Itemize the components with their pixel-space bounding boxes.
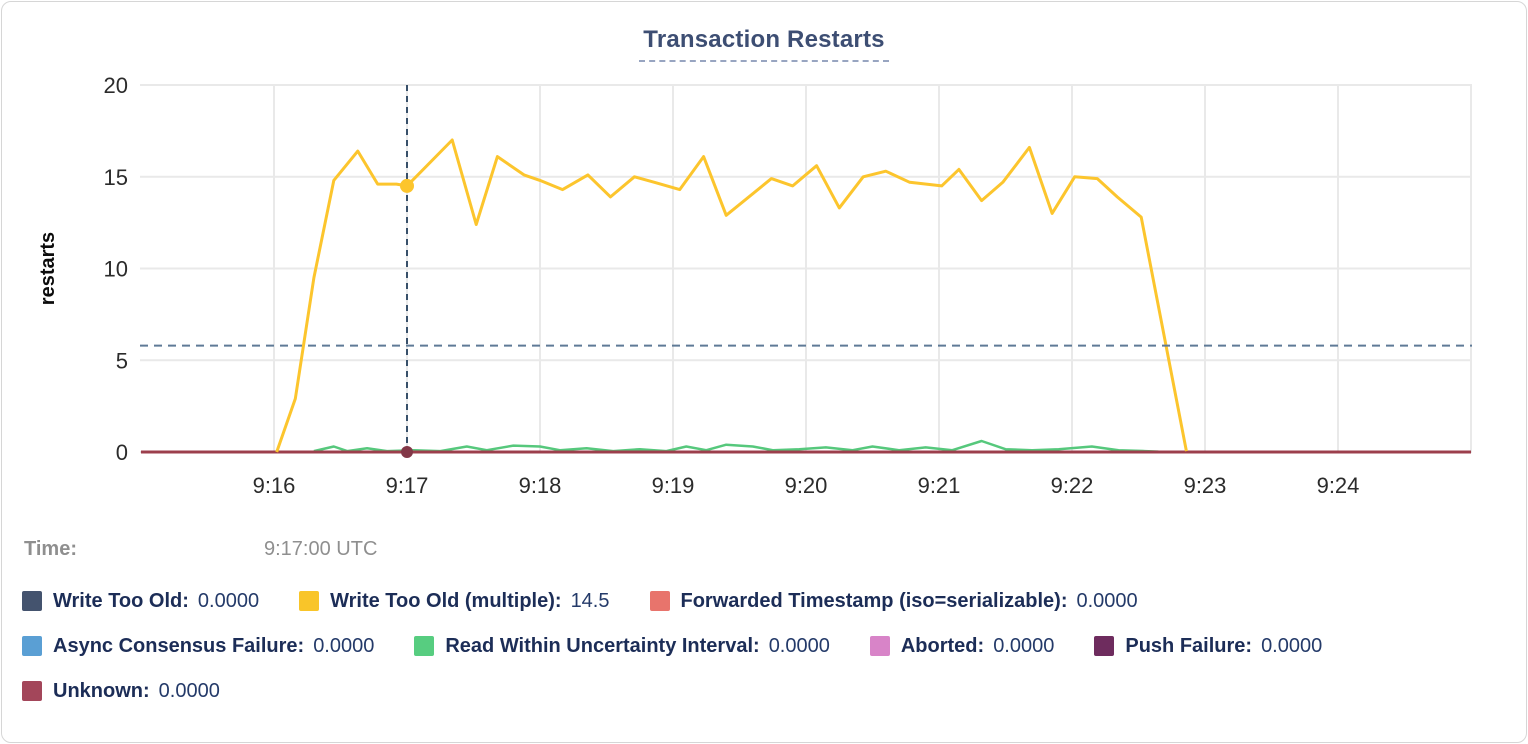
legend-item: Push Failure: 0.0000 (1094, 635, 1322, 658)
y-axis-tick-label: 10 (104, 257, 128, 282)
legend-label: Write Too Old (multiple): (330, 589, 562, 612)
time-value: 9:17:00 UTC (264, 538, 378, 560)
legend-swatch-icon (869, 636, 890, 656)
y-axis-label: restarts (37, 232, 59, 305)
legend-value: 0.0000 (313, 634, 375, 657)
legend-swatch-icon (649, 591, 670, 611)
legend-item: Write Too Old: 0.0000 (22, 590, 259, 613)
legend-value: 0.0000 (158, 679, 220, 702)
x-axis-tick-label: 9:23 (1184, 473, 1227, 498)
legend-item: Write Too Old (multiple): 14.5 (299, 589, 610, 613)
legend-label: Read Within Uncertainty Interval: (445, 634, 760, 657)
x-axis-tick-label: 9:21 (918, 473, 961, 498)
legend-label: Write Too Old: (53, 589, 189, 612)
highlight-dot-unknown (401, 446, 413, 458)
legend-item: Aborted: 0.0000 (869, 634, 1055, 658)
legend-label: Unknown: (53, 679, 150, 702)
legend: Write Too Old: 0.0000 Write Too Old (multi… (22, 590, 1510, 725)
legend-value: 14.5 (570, 589, 610, 612)
legend-item: Read Within Uncertainty Interval: 0.0000 (414, 635, 830, 658)
legend-swatch-icon (414, 636, 435, 656)
legend-value: 0.0000 (993, 634, 1055, 657)
legend-swatch-icon (22, 681, 42, 701)
legend-label: Aborted: (900, 634, 985, 657)
time-label: Time: (24, 538, 77, 560)
legend-item: Async Consensus Failure: 0.0000 (22, 635, 374, 658)
legend-swatch-icon (1094, 636, 1115, 656)
legend-label: Forwarded Timestamp (iso=serializable): (680, 589, 1068, 612)
x-axis-tick-label: 9:16 (253, 473, 296, 498)
legend-value: 0.0000 (197, 589, 260, 612)
x-axis-tick-label: 9:24 (1317, 473, 1360, 498)
chart-title-wrap: Transaction Restarts (2, 26, 1526, 62)
time-row: Time: 9:17:00 UTC (24, 538, 377, 561)
y-axis-tick-label: 15 (104, 165, 128, 190)
transaction-restarts-chart[interactable]: 0 5 10 15 20 9:16 9:17 9:18 9:19 9:20 9:21 9:22 9:23… (2, 2, 1527, 522)
chart-title[interactable]: Transaction Restarts (639, 26, 889, 62)
y-axis-tick-label: 20 (104, 73, 128, 98)
legend-item: Forwarded Timestamp (iso=serializable): 0… (649, 589, 1138, 613)
legend-value: 0.0000 (1076, 589, 1138, 612)
legend-swatch-icon (299, 591, 320, 611)
legend-value: 0.0000 (1261, 634, 1323, 657)
legend-label: Push Failure: (1125, 634, 1253, 657)
legend-label: Async Consensus Failure: (53, 634, 305, 657)
x-axis-tick-label: 9:20 (785, 473, 828, 498)
x-axis-tick-label: 9:22 (1051, 473, 1094, 498)
series-line-write-too-old-multiple- (275, 138, 1188, 453)
legend-item: Unknown: 0.0000 (22, 680, 220, 703)
legend-row: Unknown: 0.0000 (22, 680, 1510, 702)
y-axis-tick-label: 0 (116, 440, 128, 465)
x-axis-tick-label: 9:17 (386, 473, 429, 498)
legend-swatch-icon (22, 636, 42, 656)
legend-swatch-icon (22, 591, 42, 611)
legend-row: Async Consensus Failure: 0.0000 Read Withi… (22, 635, 1510, 657)
legend-value: 0.0000 (768, 634, 830, 657)
x-axis-tick-label: 9:18 (519, 473, 562, 498)
x-axis-tick-label: 9:19 (652, 473, 695, 498)
legend-row: Write Too Old: 0.0000 Write Too Old (multi… (22, 590, 1510, 612)
plot-area[interactable] (140, 85, 1472, 452)
highlight-dot-write-too-old-multiple- (400, 178, 414, 193)
y-axis-tick-label: 5 (116, 348, 128, 373)
